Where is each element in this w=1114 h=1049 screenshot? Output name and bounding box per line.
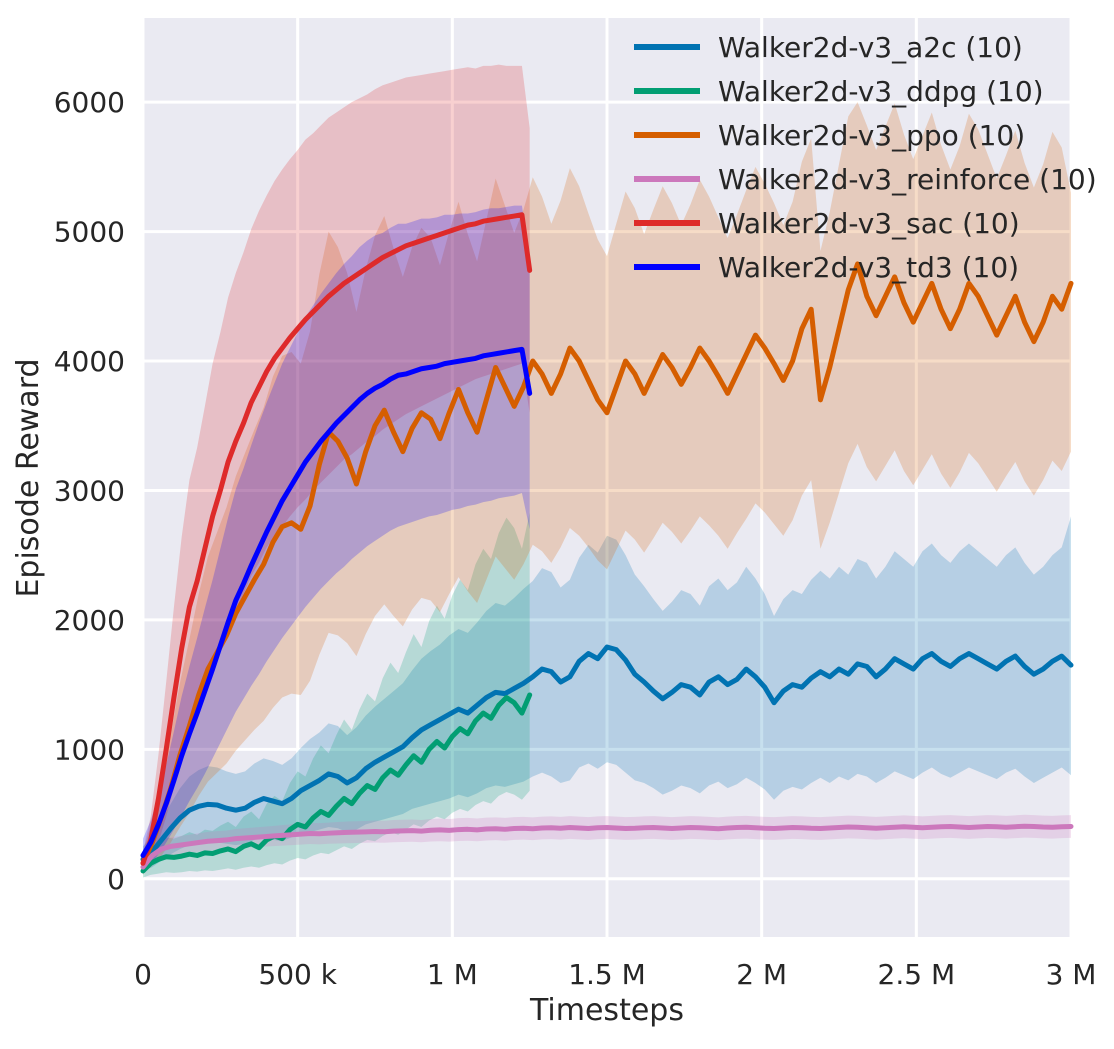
x-tick-label: 500 k <box>258 958 337 991</box>
line-2 <box>140 261 1074 866</box>
x-tick-label: 2 M <box>736 958 787 991</box>
series-lines <box>140 212 1074 874</box>
line-4 <box>140 212 533 866</box>
y-tick-label: 4000 <box>54 345 125 378</box>
line-0 <box>140 644 1074 862</box>
line-1 <box>140 692 533 874</box>
y-tick-label: 2000 <box>54 604 125 637</box>
y-tick-label: 6000 <box>54 86 125 119</box>
grid-lines <box>141 18 1073 937</box>
y-tick-label: 5000 <box>54 216 125 249</box>
y-axis-tick-labels: 0 1000 2000 3000 4000 5000 6000 <box>54 86 125 896</box>
x-tick-label: 3 M <box>1046 958 1097 991</box>
band-1 <box>143 512 530 878</box>
y-axis-title: Episode Reward <box>11 358 46 597</box>
legend: Walker2d-v3_a2c (10) Walker2d-v3_ddpg (10… <box>634 31 1097 284</box>
band-0 <box>143 516 1071 871</box>
line-5 <box>140 346 533 858</box>
x-tick-label: 2.5 M <box>878 958 956 991</box>
legend-label-4: Walker2d-v3_sac (10) <box>718 207 1020 240</box>
legend-label-2: Walker2d-v3_ppo (10) <box>718 119 1025 152</box>
legend-label-0: Walker2d-v3_a2c (10) <box>718 31 1023 64</box>
y-tick-label: 0 <box>107 863 125 896</box>
y-tick-label: 3000 <box>54 474 125 507</box>
x-axis-tick-labels: 0 500 k 1 M 1.5 M 2 M 2.5 M 3 M <box>134 958 1096 991</box>
x-tick-label: 1 M <box>427 958 478 991</box>
band-5 <box>143 205 530 873</box>
band-4 <box>143 64 530 875</box>
line-3 <box>140 823 1074 870</box>
band-2 <box>143 102 1071 874</box>
x-tick-label: 0 <box>134 958 152 991</box>
legend-label-3: Walker2d-v3_reinforce (10) <box>718 163 1097 196</box>
y-tick-label: 1000 <box>54 733 125 766</box>
legend-label-5: Walker2d-v3_td3 (10) <box>718 251 1019 284</box>
x-tick-label: 1.5 M <box>568 958 646 991</box>
legend-label-1: Walker2d-v3_ddpg (10) <box>718 75 1044 108</box>
x-axis-title: Timesteps <box>529 993 684 1028</box>
